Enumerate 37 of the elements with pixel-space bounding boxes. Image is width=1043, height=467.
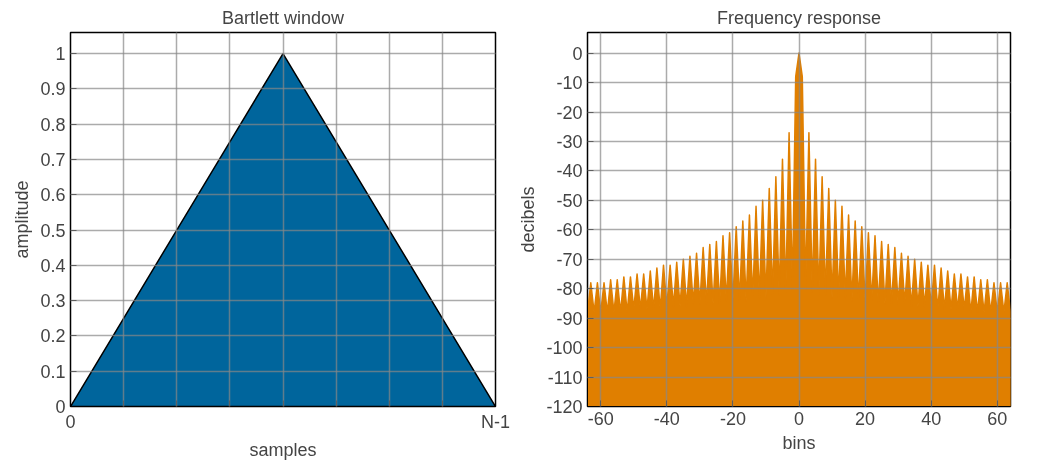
y-tick-label: -120 [546,397,583,417]
y-tick-label: -110 [547,367,583,388]
y-tick-label: 1 [55,44,66,65]
y-tick-label: -40 [556,161,583,182]
y-tick-label: -100 [546,338,583,359]
y-tick-label: 0.3 [40,291,66,312]
chart-title: Frequency response [716,7,882,28]
x-tick-label: -20 [719,408,746,429]
y-tick-label: -10 [556,73,583,94]
x-tick-label: -40 [653,408,680,429]
x-axis-title: samples [249,439,317,460]
y-tick-label: 0.7 [40,150,66,171]
x-axis-title: bins [782,432,816,453]
y-tick-label: -90 [556,308,583,329]
y-tick-label: 0.1 [40,361,66,382]
x-tick-label: 40 [921,408,942,429]
y-tick-label: 0 [572,43,583,64]
y-axis-title: amplitude [12,180,33,259]
x-tick-label: N-1 [481,411,511,432]
x-tick-label: 0 [793,408,805,429]
y-tick-label: -70 [556,249,583,270]
x-tick-label: 20 [855,408,876,429]
y-tick-label: 0.6 [40,185,66,206]
y-tick-label: -30 [556,131,583,152]
y-tick-label: -50 [556,190,583,211]
chart-title: Bartlett window [221,7,346,28]
y-tick-label: -80 [556,279,583,300]
y-tick-label: -20 [556,102,583,123]
y-tick-label: 0.2 [40,326,66,347]
y-tick-label: 0.8 [40,114,66,135]
y-tick-label: 0.9 [40,79,66,100]
y-tick-label: -60 [556,220,583,241]
y-axis-title: decibels [518,186,539,253]
y-tick-label: 0.4 [40,255,66,276]
x-tick-label: -60 [587,408,614,429]
y-tick-label: 0.5 [40,220,66,241]
x-tick-label: 60 [987,408,1008,429]
